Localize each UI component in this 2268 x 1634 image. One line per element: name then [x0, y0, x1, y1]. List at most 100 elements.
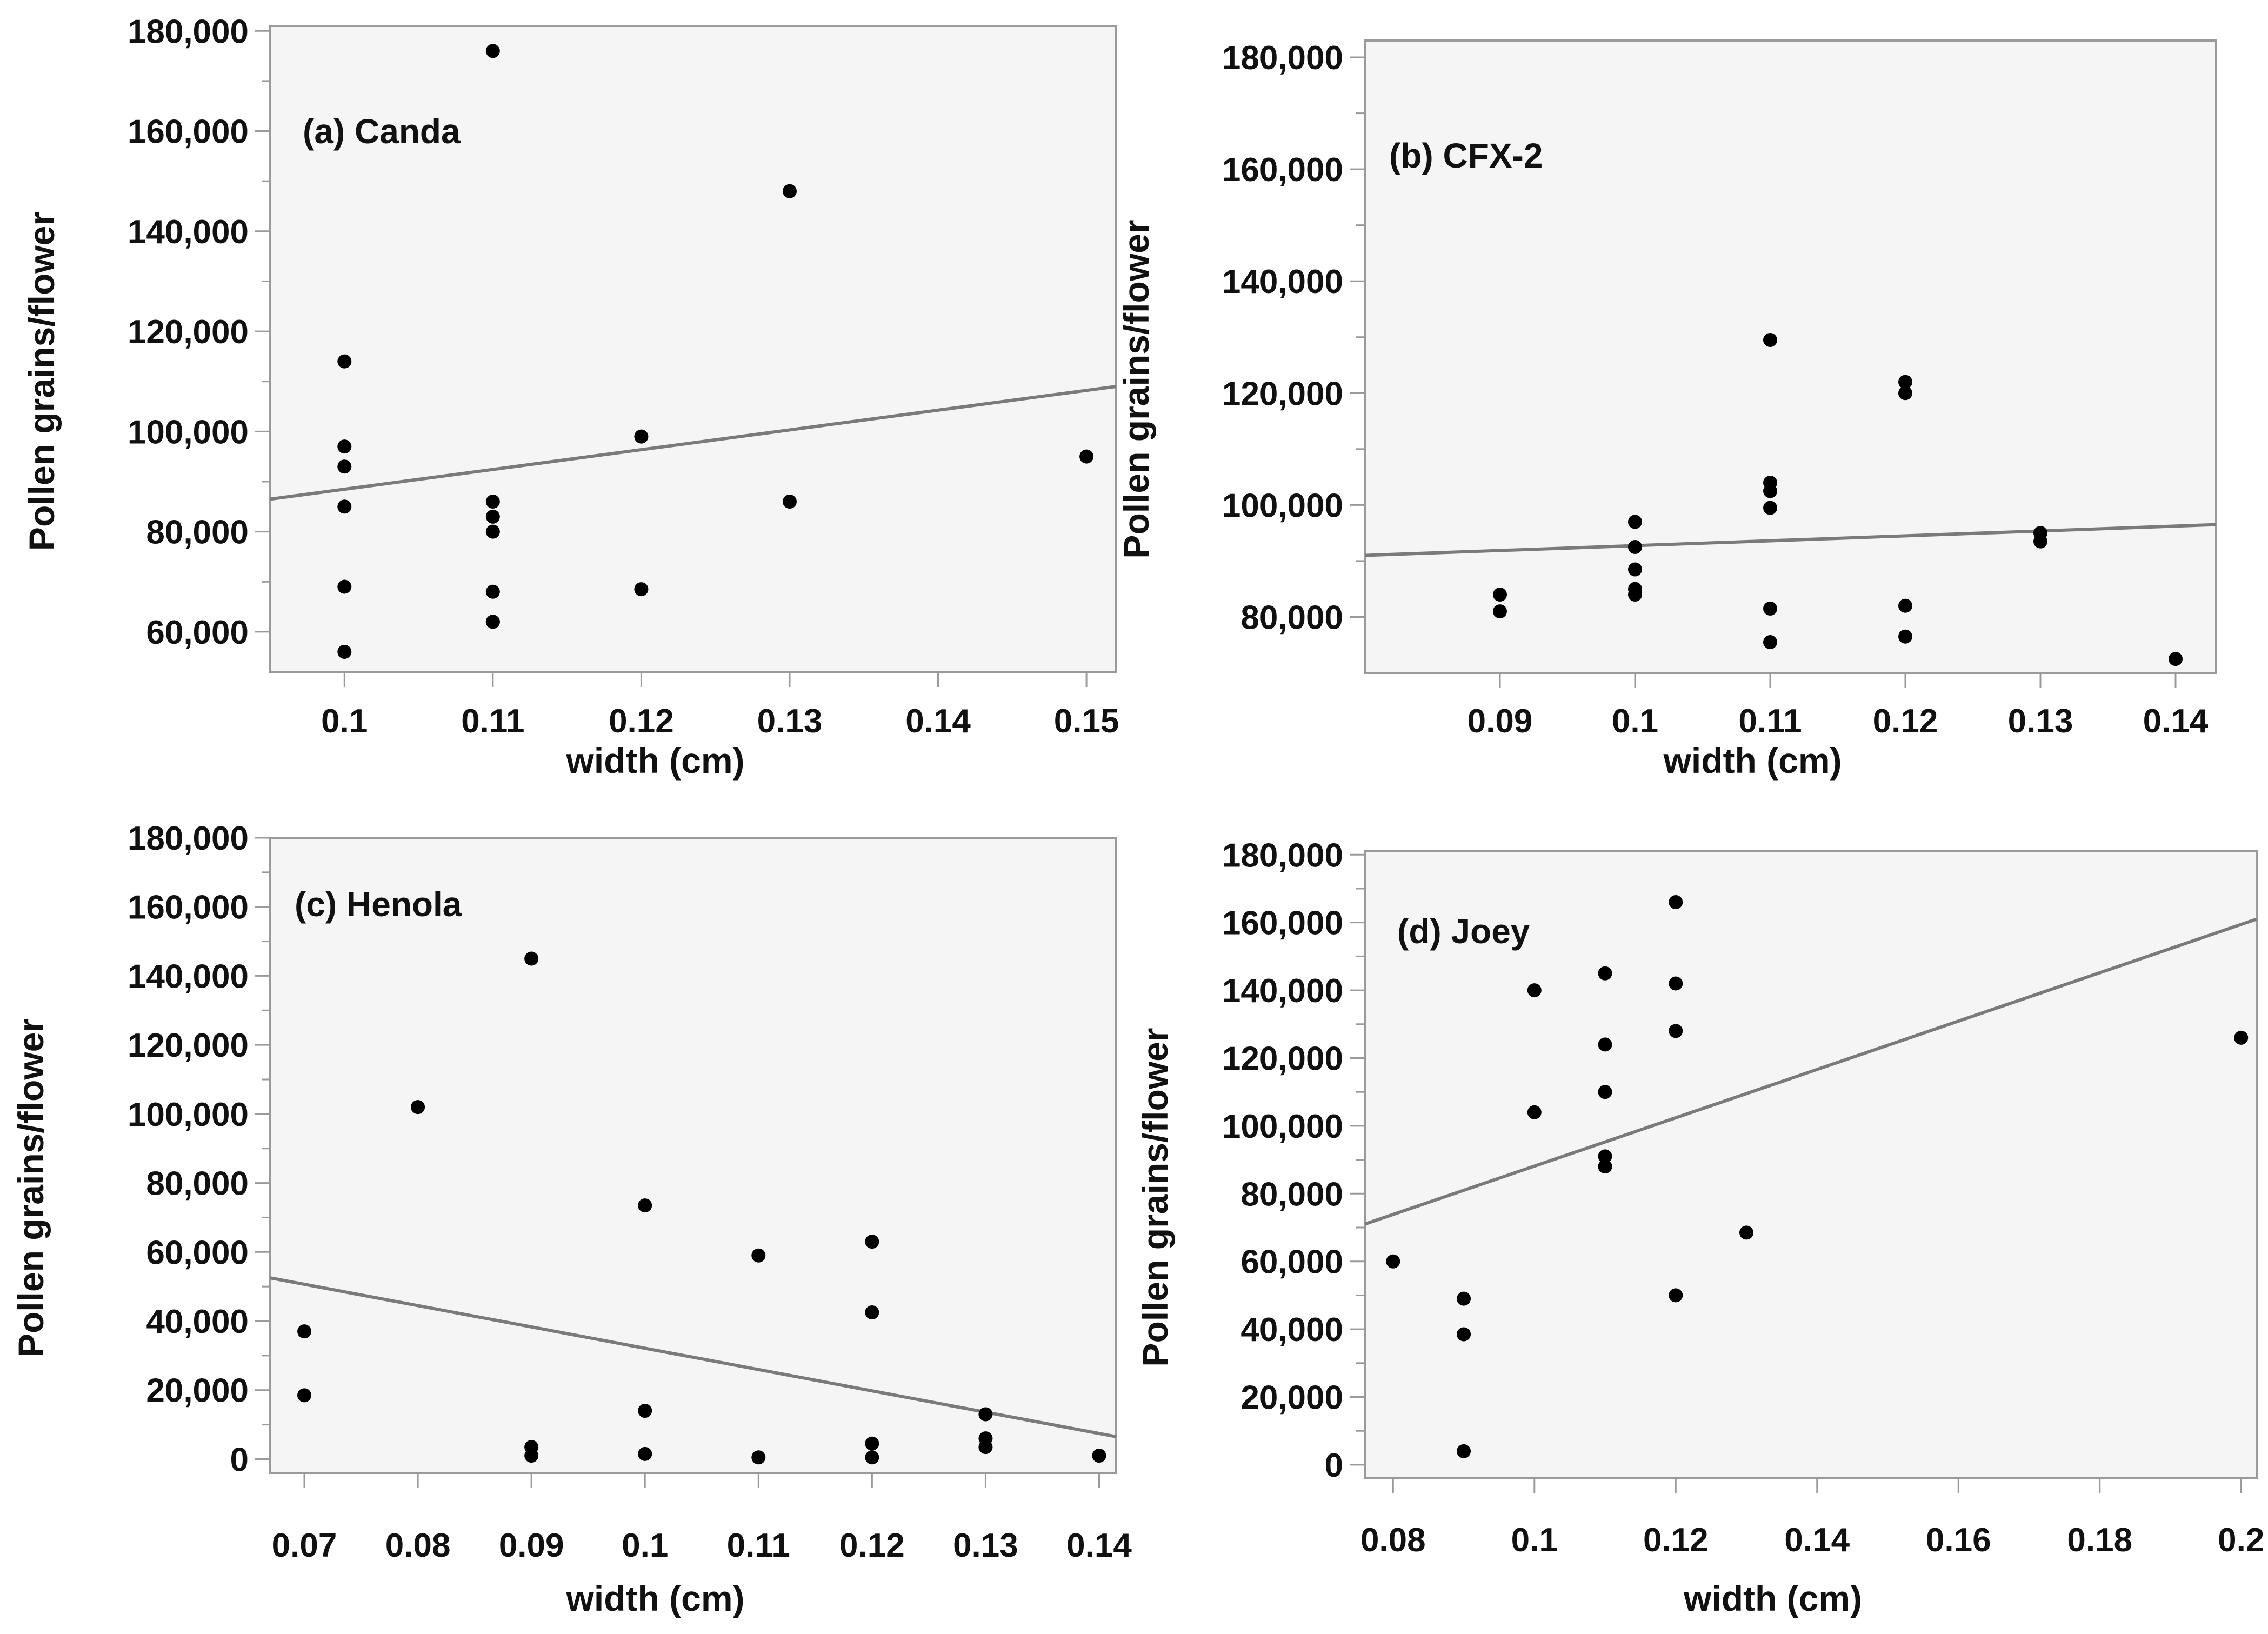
y-tick-label: 100,000 [1222, 1108, 1343, 1145]
data-point [1457, 1291, 1471, 1306]
x-tick-label: 0.12 [1873, 703, 1938, 740]
data-point [1669, 1024, 1683, 1038]
data-point [1457, 1444, 1471, 1458]
x-tick-label: 0.13 [953, 1527, 1018, 1564]
data-point [782, 184, 797, 198]
data-point [634, 582, 649, 597]
plot-area [269, 25, 1117, 673]
y-tick-label: 120,000 [128, 314, 249, 351]
data-point [782, 495, 797, 509]
x-tick-label: 0.13 [2008, 703, 2073, 740]
data-point [865, 1436, 879, 1451]
y-tick-label: 40,000 [1240, 1311, 1343, 1349]
data-point [1493, 588, 1507, 602]
y-tick-label: 100,000 [1222, 487, 1343, 524]
data-point [1527, 1105, 1542, 1119]
y-tick-label: 100,000 [128, 1096, 249, 1133]
y-tick-label: 180,000 [1222, 837, 1343, 874]
x-tick-label: 0.1 [1511, 1522, 1558, 1559]
data-point [1898, 598, 1912, 613]
y-tick-label: 0 [1325, 1447, 1343, 1484]
y-tick-label: 180,000 [128, 13, 249, 50]
y-tick-label: 160,000 [1222, 151, 1343, 189]
y-axis-title: Pollen grains/flower [1135, 1028, 1175, 1366]
data-point [485, 509, 500, 524]
data-point [1386, 1254, 1400, 1269]
plot-area [1364, 850, 2258, 1479]
data-point [865, 1305, 879, 1320]
y-tick-label: 100,000 [128, 413, 249, 451]
data-point [1628, 540, 1642, 555]
data-point [751, 1450, 766, 1465]
y-tick-label: 180,000 [1222, 39, 1343, 77]
data-point [337, 499, 352, 514]
data-point [1669, 895, 1683, 910]
x-axis-title: width (cm) [566, 1578, 745, 1618]
data-point [1763, 635, 1777, 650]
panel-joey: 0 20,000 40,000 60,000 80,000 100,000 120,000 1… [1135, 837, 2264, 1618]
data-point [297, 1324, 312, 1339]
x-tick-label: 0.08 [1360, 1522, 1426, 1559]
y-tick-label: 120,000 [1222, 1040, 1343, 1077]
x-tick-label: 0.12 [839, 1527, 905, 1564]
data-point [1628, 515, 1642, 529]
data-point [1739, 1225, 1754, 1240]
panel-canda: 60,000 80,000 100,000 120,000 140,000 160,000… [22, 13, 1119, 781]
x-axis-title: width (cm) [1663, 741, 1842, 781]
y-tick-label: 120,000 [1222, 375, 1343, 412]
data-point [1628, 562, 1642, 577]
data-point [485, 524, 500, 539]
x-tick-label: 0.07 [272, 1527, 337, 1564]
y-tick-label: 160,000 [128, 889, 249, 926]
x-tick-label: 0.15 [1054, 703, 1119, 740]
y-tick-label: 140,000 [1222, 972, 1343, 1010]
x-tick-label: 0.11 [1738, 703, 1802, 740]
y-tick-label: 20,000 [1240, 1379, 1343, 1417]
y-tick-label: 0 [230, 1441, 249, 1478]
y-tick-label: 80,000 [146, 1165, 249, 1203]
data-point [1669, 1288, 1683, 1303]
trend-line [1364, 523, 2217, 557]
data-point [1669, 976, 1683, 991]
y-tick-label: 60,000 [146, 614, 249, 651]
x-tick-label: 0.1 [1612, 703, 1658, 740]
x-tick-label: 0.09 [499, 1527, 564, 1564]
data-point [337, 354, 352, 369]
data-point [1598, 966, 1612, 981]
data-point [1457, 1327, 1471, 1342]
data-point [1527, 983, 1542, 998]
x-tick-label: 0.18 [2067, 1522, 2132, 1559]
panel-title: (b) CFX-2 [1389, 136, 1543, 175]
data-point [1763, 501, 1777, 515]
x-tick-label: 0.11 [461, 703, 524, 740]
y-tick-label: 80,000 [146, 514, 249, 551]
plot-area [1364, 39, 2217, 674]
y-tick-label: 160,000 [1222, 905, 1343, 942]
x-axis-title: width (cm) [1683, 1578, 1862, 1618]
panel-cfx-2: 80,000 100,000 120,000 140,000 160,000 180,00… [1116, 39, 2217, 781]
data-point [485, 584, 500, 599]
data-point [1763, 601, 1777, 616]
x-tick-label: 0.14 [1784, 1522, 1850, 1559]
data-point [1493, 604, 1507, 619]
y-tick-label: 40,000 [146, 1303, 249, 1340]
data-point [1079, 449, 1094, 464]
data-point [485, 44, 500, 58]
trend-line [270, 1276, 1117, 1438]
x-tick-label: 0.11 [727, 1527, 790, 1564]
data-point [638, 1198, 652, 1213]
data-point [751, 1248, 766, 1263]
panel-title: (d) Joey [1397, 912, 1530, 951]
data-point [524, 1449, 539, 1463]
data-point [865, 1450, 879, 1465]
data-point [337, 644, 352, 659]
panel-title: (c) Henola [295, 885, 462, 924]
y-tick-label: 140,000 [128, 214, 249, 251]
panel-title: (a) Canda [303, 112, 461, 151]
data-point [337, 579, 352, 594]
data-point [1628, 588, 1642, 602]
x-tick-label: 0.14 [1066, 1527, 1132, 1564]
x-axis-title: width (cm) [566, 741, 745, 781]
x-tick-label: 0.2 [2218, 1522, 2264, 1559]
